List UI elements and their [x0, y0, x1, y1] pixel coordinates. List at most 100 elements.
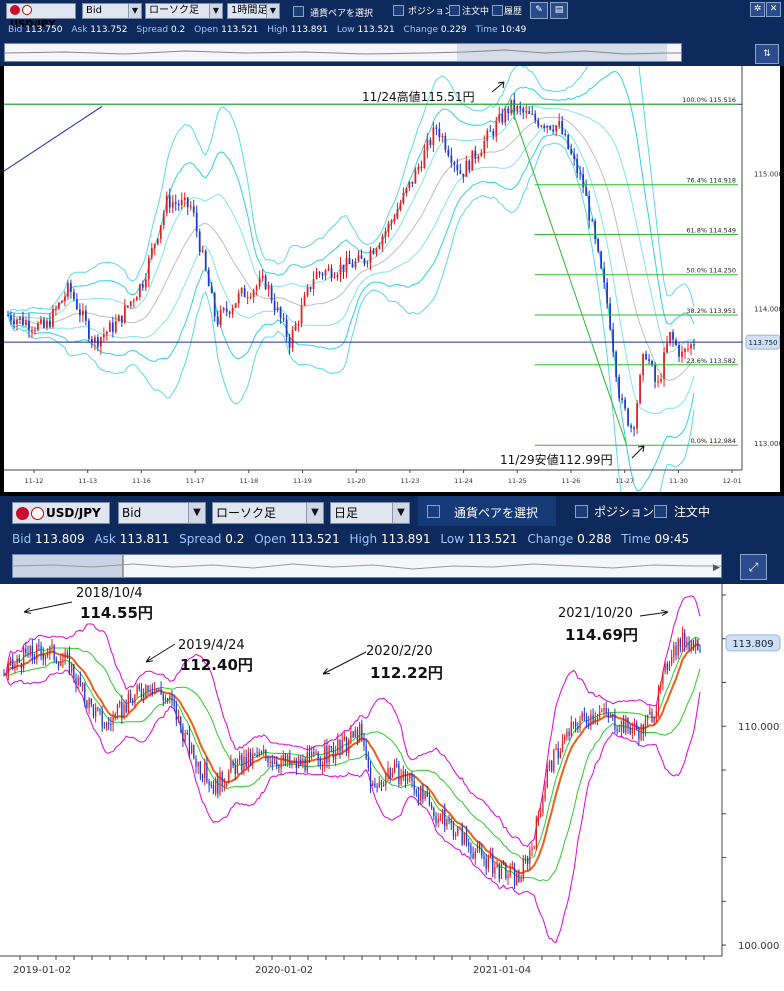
annotation-2021-price: 114.69円 — [565, 626, 638, 644]
candle-body — [663, 352, 665, 379]
candle-body — [270, 286, 273, 301]
chart-style-select[interactable]: ローソク足 ▼ — [145, 3, 223, 19]
layout-icon[interactable]: ▤ — [550, 2, 568, 19]
expand-icon[interactable]: ⇅ — [755, 44, 779, 64]
timeframe-label: 日足 — [334, 506, 359, 520]
x-tick-label-2: 2021-01-04 — [473, 965, 531, 976]
price-type-select[interactable]: Bid ▼ — [118, 502, 206, 524]
chart-style-select[interactable]: ローソク足 ▼ — [212, 502, 324, 524]
position-checkbox[interactable] — [575, 505, 588, 518]
price-type-select[interactable]: Bid ▼ — [82, 3, 142, 19]
pair-selector[interactable]: USD/JPY — [6, 3, 76, 30]
candle-body — [309, 286, 312, 290]
candle-body — [505, 863, 507, 879]
candle-body — [231, 307, 234, 314]
top-navigator-scrollbar[interactable] — [4, 43, 682, 62]
candle-body — [405, 187, 408, 193]
history-label: 履歴 — [504, 7, 523, 17]
select-pair-checkbox[interactable] — [427, 505, 440, 518]
candle-body — [612, 329, 615, 352]
candle-body — [561, 740, 564, 753]
candle-body — [44, 655, 47, 660]
x-tick-label-1: 2020-01-02 — [255, 965, 313, 976]
candle-body — [222, 308, 225, 311]
candle-body — [212, 785, 215, 794]
candle-body — [236, 760, 239, 774]
candle-body — [262, 749, 265, 753]
candle-body — [204, 763, 206, 779]
candle-body — [240, 287, 243, 294]
candle-body — [489, 130, 492, 132]
timeframe-select[interactable]: 1時間足 ▼ — [227, 3, 280, 19]
candle-body — [37, 323, 39, 331]
candle-body — [531, 113, 534, 115]
candle-body — [636, 403, 638, 429]
candle-body — [618, 376, 621, 399]
timeframe-select[interactable]: 日足 ▼ — [330, 502, 410, 524]
daily-chart-svg: 110.000 100.000 113.809 2019-01-02 2020-01-0… — [0, 584, 781, 976]
orders-checkbox[interactable] — [654, 505, 667, 518]
close-icon[interactable]: ✕ — [766, 2, 781, 17]
candle-body — [616, 729, 618, 732]
candle-body — [129, 301, 132, 307]
candle-body — [620, 721, 623, 732]
daily-chart-panel: USD/JPY Bid ▼ ローソク足 ▼ 日足 ▼ 通貨ペアを選択 ポジション 注文… — [0, 496, 784, 991]
candle-body — [684, 348, 686, 352]
candle-body — [273, 300, 276, 311]
candle-body — [261, 275, 264, 279]
candle-body — [345, 257, 348, 273]
candle-body — [468, 160, 471, 171]
candle-body — [171, 696, 173, 701]
position-checkbox[interactable] — [393, 5, 404, 16]
candle-body — [111, 322, 114, 332]
candle-body — [422, 786, 424, 799]
expand-icon[interactable]: ⤢ — [740, 554, 767, 580]
select-pair-checkbox[interactable] — [293, 6, 304, 17]
candle-body — [343, 737, 346, 741]
candle-body — [201, 774, 204, 779]
candle-body — [429, 139, 432, 145]
drawing-tool-icon[interactable]: ✎ — [530, 2, 548, 19]
candle-body — [79, 309, 81, 316]
candle-body — [249, 297, 252, 299]
candle-body — [151, 690, 154, 694]
candle-body — [678, 344, 680, 357]
candle-body — [171, 202, 174, 208]
history-checkbox[interactable] — [492, 5, 503, 16]
candle-body — [668, 663, 671, 671]
select-pair-group[interactable]: 通貨ペアを選択 — [418, 496, 556, 526]
candle-body — [175, 705, 178, 721]
time-value: 09:45 — [654, 532, 690, 546]
candle-body — [631, 728, 634, 734]
candle-body — [609, 714, 612, 718]
candle-body — [629, 727, 631, 734]
candle-body — [210, 286, 213, 294]
candle-body — [568, 731, 570, 736]
orders-checkbox[interactable] — [449, 5, 460, 16]
candle-body — [426, 139, 429, 151]
candle-body — [511, 867, 514, 869]
candle-body — [549, 125, 552, 130]
candle-body — [324, 270, 327, 276]
bottom-navigator-scrollbar[interactable]: ▶ — [12, 554, 722, 578]
x-tick-label-9: 11-25 — [508, 477, 527, 485]
candle-body — [679, 639, 682, 648]
candle-body — [380, 782, 383, 785]
candle-body — [513, 867, 516, 886]
candle-body — [135, 297, 138, 301]
pair-selector[interactable]: USD/JPY — [12, 502, 110, 524]
candle-body — [3, 673, 5, 675]
navigator-right-arrow-icon[interactable]: ▶ — [713, 563, 720, 573]
gear-icon[interactable]: ✲ — [750, 2, 765, 17]
annotation-arrow-icon — [639, 609, 669, 617]
candle-body — [294, 324, 297, 331]
candle-body — [583, 712, 586, 717]
candle-body — [657, 381, 659, 383]
candle-body — [62, 659, 64, 661]
candle-body — [327, 268, 330, 271]
candle-body — [34, 330, 36, 332]
candle-body — [297, 759, 300, 768]
candle-body — [243, 287, 246, 298]
candle-body — [352, 731, 354, 738]
y-tick-label-1: 115.000 — [754, 171, 780, 179]
